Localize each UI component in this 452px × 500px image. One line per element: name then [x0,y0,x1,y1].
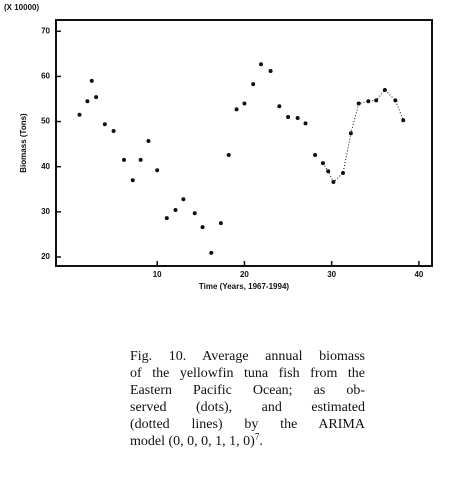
data-point [111,129,116,134]
data-point [295,115,300,120]
data-point [164,216,169,221]
y-tick-label: 60 [41,72,50,81]
data-point [303,121,308,126]
caption-text: (dotted lines) by the ARIMA [130,417,365,432]
y-tick-label: 30 [41,207,50,216]
caption: Fig. 10. Average annual biomass of the ye… [130,348,365,450]
data-point [130,178,135,183]
data-point [286,115,291,120]
x-tick-label: 20 [240,270,249,279]
caption-reference: 7 [254,431,260,442]
data-point [155,168,160,173]
caption-text: of the yellowfin tuna fish from the [130,366,365,381]
data-point [89,78,94,83]
x-axis-label: Time (Years, 1967-1994) [199,282,289,291]
data-point [218,221,223,226]
data-point [209,250,214,255]
plot-frame [55,19,433,267]
y-tick-label: 20 [41,252,50,261]
data-point [122,157,127,162]
x-tick-label: 40 [414,270,423,279]
data-point [138,157,143,162]
y-axis-label: Biomass (Tons) [19,113,28,173]
data-point [181,197,186,202]
y-tick-label: 50 [41,117,50,126]
caption-text: Eastern Pacific Ocean; as ob- [130,383,365,398]
caption-line: (dotted lines) by the ARIMA [130,416,365,433]
chart: (X 10000) Biomass (Tons) Time (Years, 19… [4,3,433,291]
data-point [356,101,361,106]
data-point [146,138,151,143]
data-point [366,99,371,104]
data-point [401,118,406,123]
caption-line: Fig. 10. Average annual biomass [130,348,365,365]
x-tick-label: 30 [327,270,336,279]
data-point [242,101,247,106]
caption-end: . [259,434,263,449]
x-tick-label: 10 [153,270,162,279]
data-point [102,122,107,127]
data-point [173,208,178,213]
caption-text: model (0, 0, 0, 1, 1, 0) [130,434,255,449]
caption-text: Fig. 10. Average annual biomass [130,349,365,364]
data-point [259,62,264,67]
data-point [234,107,239,112]
data-point [268,69,273,74]
y-multiplier: (X 10000) [4,3,39,12]
data-point [313,152,318,157]
data-point [200,225,205,230]
y-tick-label: 70 [41,26,50,35]
estimated-line [322,89,404,183]
data-point [277,104,282,109]
data-point [192,211,197,216]
caption-line: served (dots), and estimated [130,399,365,416]
data-point [77,112,82,117]
caption-line: model (0, 0, 0, 1, 1, 0)7. [130,431,365,450]
caption-line: of the yellowfin tuna fish from the [130,365,365,382]
data-point [251,82,256,87]
data-point [226,152,231,157]
data-point [85,99,90,104]
caption-text: served (dots), and estimated [130,400,365,415]
y-tick-label: 40 [41,162,50,171]
caption-line: Eastern Pacific Ocean; as ob- [130,382,365,399]
data-point [94,95,99,100]
